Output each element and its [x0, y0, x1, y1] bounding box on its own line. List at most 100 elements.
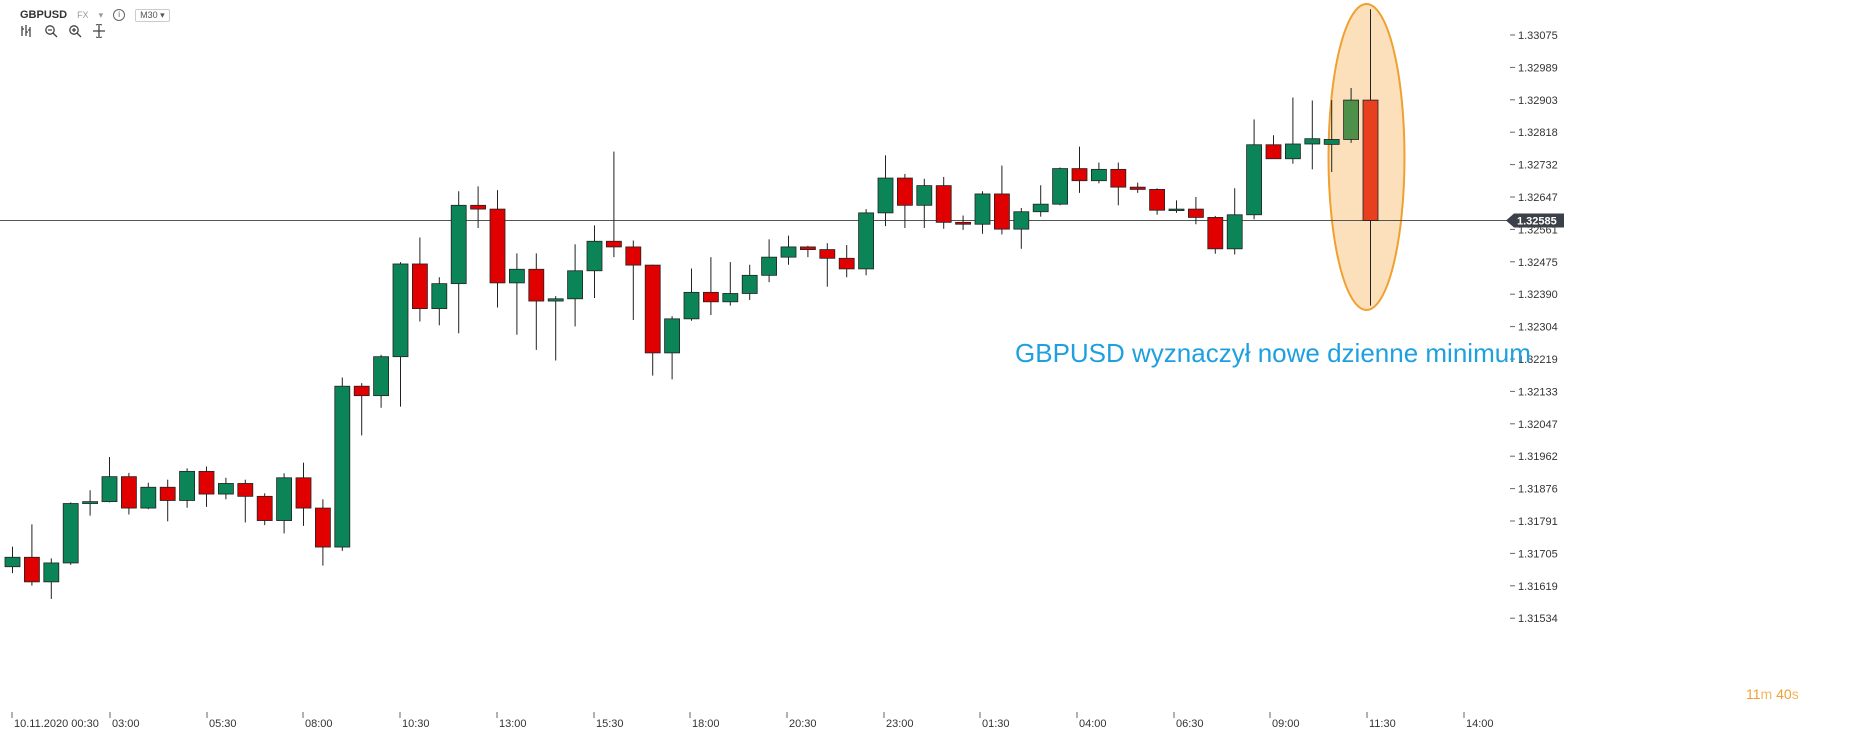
price-tick-label: 1.31619	[1518, 581, 1558, 593]
candle-body	[683, 291, 700, 320]
candle	[450, 191, 467, 334]
symbol-label[interactable]: GBPUSD	[20, 9, 68, 21]
candle	[916, 178, 933, 229]
candle-body	[1188, 208, 1204, 218]
candle	[644, 264, 661, 376]
candle	[334, 377, 351, 551]
price-tick-label: 1.32133	[1518, 386, 1558, 398]
candle-body	[1246, 144, 1262, 216]
timeframe-label: M30	[140, 9, 158, 20]
candle	[974, 191, 991, 234]
candle-body	[741, 274, 758, 294]
candle	[722, 262, 739, 306]
candle	[761, 239, 777, 283]
chevron-down-icon: ▾	[160, 9, 165, 20]
candle	[1149, 188, 1165, 215]
symbol-toolbar: GBPUSD FX ▾ i M30 ▾	[20, 6, 170, 24]
candle	[625, 240, 642, 320]
candle	[1188, 196, 1204, 225]
candle	[4, 546, 21, 574]
candle-body	[101, 476, 118, 503]
candle	[1304, 100, 1321, 170]
candle-body	[528, 268, 545, 302]
candle-body	[780, 246, 797, 258]
candle	[877, 155, 894, 227]
candle-body	[1362, 99, 1379, 221]
candle	[411, 237, 428, 322]
candle	[1013, 207, 1030, 249]
candle-body	[373, 356, 390, 397]
bars-icon[interactable]	[20, 24, 34, 38]
candle	[955, 215, 971, 230]
candle	[470, 186, 487, 229]
timeframe-select[interactable]: M30 ▾	[135, 8, 170, 22]
candle-body	[295, 477, 312, 509]
candle-body	[1032, 203, 1049, 213]
candle-body	[1285, 143, 1301, 160]
candle	[1168, 200, 1185, 213]
price-tick-label: 1.32818	[1518, 127, 1558, 139]
candle-body	[121, 476, 137, 509]
time-tick-label: 10.11.2020 00:30	[14, 718, 99, 730]
candle	[43, 558, 60, 599]
candle-body	[1265, 144, 1282, 160]
candle	[1226, 188, 1243, 255]
candle	[431, 277, 448, 326]
candle-body	[1091, 168, 1107, 182]
candle	[800, 245, 816, 258]
candle-body	[606, 240, 622, 248]
candle	[121, 472, 137, 515]
candle-body	[664, 318, 680, 354]
candle	[1032, 185, 1049, 217]
candle-body	[62, 503, 79, 564]
candle	[819, 243, 836, 287]
candle-body	[159, 486, 176, 501]
candle-body	[217, 483, 234, 495]
candle-body	[819, 249, 836, 259]
zoom-out-icon[interactable]	[44, 24, 58, 38]
candle-body	[431, 283, 448, 310]
candle	[62, 502, 79, 565]
candle	[897, 173, 913, 229]
candle-body	[761, 256, 777, 276]
candle	[838, 245, 855, 278]
price-tick-label: 1.31962	[1518, 451, 1558, 463]
candle-body	[974, 193, 991, 225]
candle	[780, 235, 797, 265]
chevron-down-icon[interactable]: ▾	[98, 9, 104, 20]
candle-body	[1149, 189, 1165, 211]
time-tick-label: 01:30	[982, 718, 1010, 730]
price-tick-label: 1.32989	[1518, 62, 1558, 74]
candle-body	[567, 270, 583, 300]
price-tag-label: 1.32585	[1517, 215, 1557, 227]
price-tick-label: 1.32475	[1518, 257, 1558, 269]
time-tick-label: 15:30	[596, 718, 624, 730]
candle-body	[1168, 208, 1185, 211]
zoom-in-icon[interactable]	[68, 24, 82, 38]
candle	[353, 383, 370, 436]
time-tick-label: 08:00	[305, 718, 333, 730]
price-axis[interactable]: 1.33075 1.32989 1.32903 1.32818 1.32732 1.326…	[1510, 30, 1558, 625]
candle-body	[334, 385, 351, 548]
candle	[1323, 100, 1340, 173]
info-icon[interactable]: i	[113, 9, 126, 21]
candle-body	[1129, 186, 1146, 190]
candle-body	[994, 193, 1010, 230]
candle	[1129, 182, 1146, 193]
candle	[1091, 162, 1107, 184]
crosshair-icon[interactable]	[92, 23, 106, 39]
candle-body	[897, 177, 913, 206]
candle-body	[450, 204, 467, 285]
candle	[606, 151, 622, 258]
candle	[373, 354, 390, 408]
candle	[1362, 9, 1379, 306]
candle	[295, 462, 312, 526]
timer-seconds-unit: s	[1791, 686, 1799, 702]
time-axis[interactable]: 10.11.2020 00:30 03:00 05:30 08:00 10:30 13:0…	[11, 712, 1494, 730]
candle-body	[858, 212, 874, 270]
candle-body	[547, 298, 564, 302]
candle	[179, 468, 196, 508]
time-tick-label: 06:30	[1176, 718, 1204, 730]
candle-body	[23, 556, 40, 583]
